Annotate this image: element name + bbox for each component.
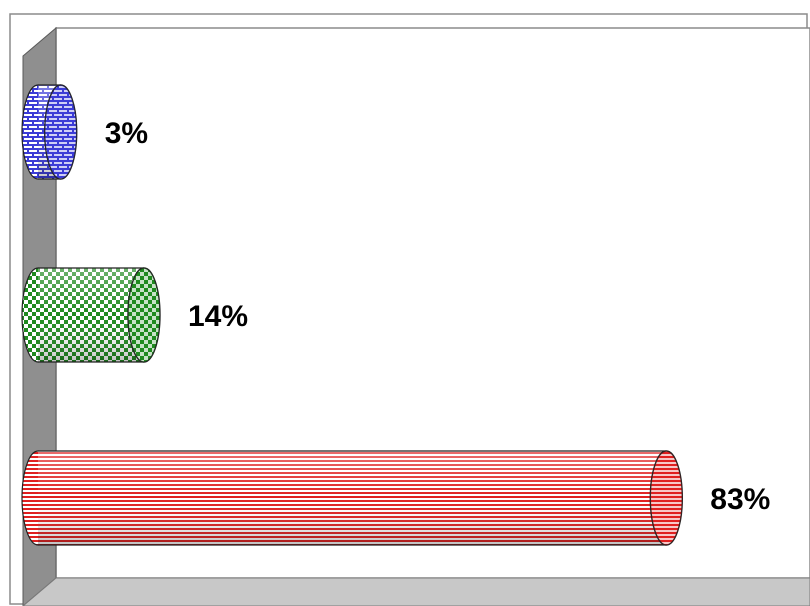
bar-shade — [38, 451, 667, 545]
bar-cap-tint — [650, 451, 683, 545]
labels-layer: 3% 14% 83% — [105, 117, 771, 516]
bar-2 — [21, 267, 161, 363]
bar-cap-right — [127, 267, 161, 363]
data-label-3: 83% — [710, 483, 770, 516]
bars-layer — [21, 84, 684, 546]
bar-shade — [38, 268, 144, 362]
bar-cap-tint — [44, 85, 77, 179]
floor-wall — [22, 577, 810, 606]
data-label-1: 3% — [105, 117, 148, 150]
bar-1 — [21, 84, 78, 180]
bar-cap-right — [649, 450, 684, 546]
bar-cap-right — [44, 84, 78, 180]
bar-3 — [21, 450, 684, 546]
bar-cap-tint — [127, 268, 160, 362]
data-label-2: 14% — [188, 300, 248, 333]
